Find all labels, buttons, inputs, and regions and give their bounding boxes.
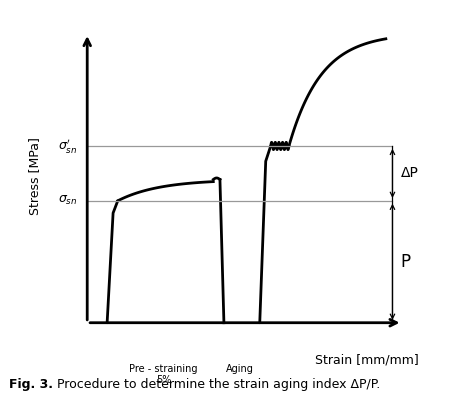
Text: Pre - straining
5%: Pre - straining 5% xyxy=(129,364,198,385)
Text: Stress [MPa]: Stress [MPa] xyxy=(27,138,41,215)
Text: ΔP: ΔP xyxy=(401,166,419,180)
Text: Fig. 3.: Fig. 3. xyxy=(9,378,54,391)
Text: Procedure to determine the strain aging index ΔP/P.: Procedure to determine the strain aging … xyxy=(57,378,380,391)
Text: Aging: Aging xyxy=(226,364,254,374)
Text: P: P xyxy=(401,253,411,271)
Text: $\sigma_{sn}^{\prime}$: $\sigma_{sn}^{\prime}$ xyxy=(58,137,77,155)
Text: Strain [mm/mm]: Strain [mm/mm] xyxy=(315,353,419,366)
Text: $\sigma_{sn}$: $\sigma_{sn}$ xyxy=(58,194,77,207)
